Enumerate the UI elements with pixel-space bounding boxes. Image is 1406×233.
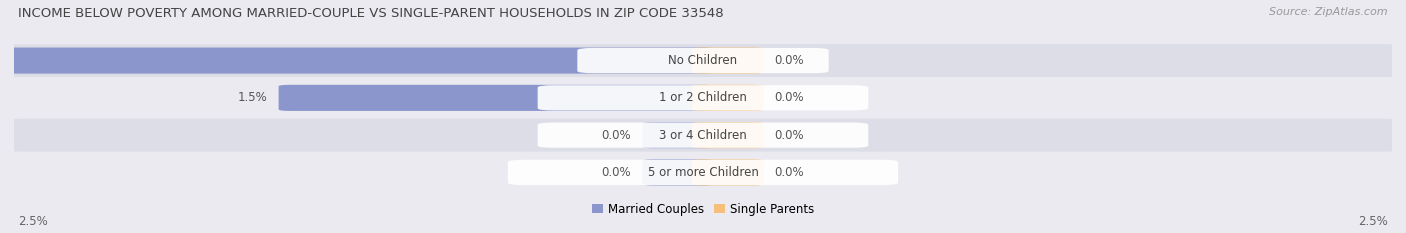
FancyBboxPatch shape bbox=[6, 82, 1400, 114]
FancyBboxPatch shape bbox=[3, 48, 714, 74]
Text: 1 or 2 Children: 1 or 2 Children bbox=[659, 91, 747, 104]
Text: 0.0%: 0.0% bbox=[775, 129, 804, 142]
Text: 0.0%: 0.0% bbox=[602, 166, 631, 179]
Text: 3 or 4 Children: 3 or 4 Children bbox=[659, 129, 747, 142]
FancyBboxPatch shape bbox=[692, 122, 763, 148]
Text: 0.0%: 0.0% bbox=[775, 54, 804, 67]
FancyBboxPatch shape bbox=[278, 85, 714, 111]
Legend: Married Couples, Single Parents: Married Couples, Single Parents bbox=[589, 200, 817, 218]
FancyBboxPatch shape bbox=[537, 123, 869, 148]
FancyBboxPatch shape bbox=[6, 44, 1400, 77]
FancyBboxPatch shape bbox=[6, 156, 1400, 189]
FancyBboxPatch shape bbox=[692, 85, 763, 111]
Text: Source: ZipAtlas.com: Source: ZipAtlas.com bbox=[1270, 7, 1388, 17]
Text: No Children: No Children bbox=[668, 54, 738, 67]
Text: 0.0%: 0.0% bbox=[775, 91, 804, 104]
FancyBboxPatch shape bbox=[578, 48, 828, 73]
Text: 2.5%: 2.5% bbox=[18, 215, 48, 228]
FancyBboxPatch shape bbox=[537, 85, 869, 110]
FancyBboxPatch shape bbox=[692, 159, 763, 185]
FancyBboxPatch shape bbox=[643, 122, 714, 148]
FancyBboxPatch shape bbox=[643, 159, 714, 185]
Text: 1.5%: 1.5% bbox=[238, 91, 267, 104]
Text: INCOME BELOW POVERTY AMONG MARRIED-COUPLE VS SINGLE-PARENT HOUSEHOLDS IN ZIP COD: INCOME BELOW POVERTY AMONG MARRIED-COUPL… bbox=[18, 7, 724, 20]
Text: 0.0%: 0.0% bbox=[602, 129, 631, 142]
FancyBboxPatch shape bbox=[692, 48, 763, 74]
Text: 2.5%: 2.5% bbox=[1358, 215, 1388, 228]
FancyBboxPatch shape bbox=[6, 119, 1400, 151]
Text: 5 or more Children: 5 or more Children bbox=[648, 166, 758, 179]
FancyBboxPatch shape bbox=[508, 160, 898, 185]
Text: 0.0%: 0.0% bbox=[775, 166, 804, 179]
